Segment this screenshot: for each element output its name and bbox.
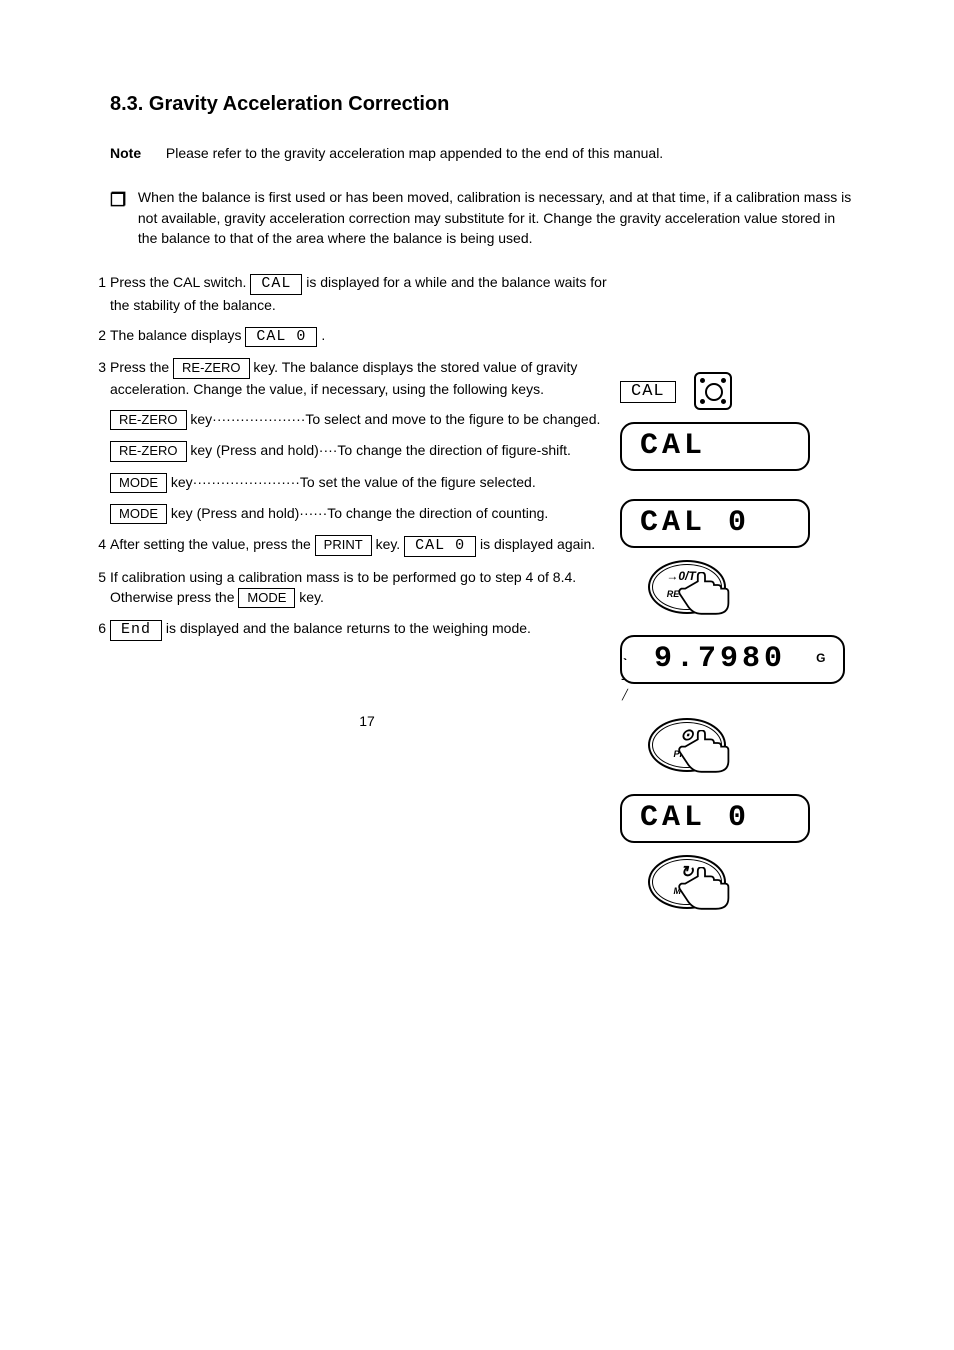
step-number: 4	[86, 534, 106, 554]
text-run: .	[321, 327, 325, 343]
lcd-display: CAL 0	[620, 794, 810, 843]
illustration-column: CAL CAL CAL 0 →0/T← RE-ZERO	[620, 372, 870, 930]
lcd-display: ՝ - ╱ 9.7980 G	[620, 635, 845, 684]
gravity-value: 9.7980	[654, 642, 786, 676]
step-body: RE-ZERO key (Press and hold)····To chang…	[110, 442, 571, 458]
bullet-row: ❐ When the balance is first used or has …	[110, 187, 884, 248]
hand-pointer-icon	[678, 730, 732, 774]
step-key-mode-b: MODE key (Press and hold)······To change…	[110, 503, 610, 524]
side-lcd-cal: CAL	[620, 422, 870, 471]
lcd-inline-cal0: CAL 0	[404, 536, 476, 557]
step-body: The balance displays CAL 0 .	[110, 327, 325, 343]
step-body: MODE key·······················To set th…	[110, 474, 536, 490]
lcd-inline-cal0: CAL 0	[245, 327, 317, 348]
key-rezero: RE-ZERO	[110, 441, 187, 461]
step-4: 4 After setting the value, press the PRI…	[110, 534, 610, 557]
bullet-text: When the balance is first used or has be…	[138, 187, 858, 248]
key-mode: MODE	[238, 588, 295, 608]
step-key-mode-a: MODE key·······················To set th…	[110, 472, 610, 493]
lcd-small-cal: CAL	[620, 381, 676, 404]
step-3: 3 Press the RE-ZERO key. The balance dis…	[110, 357, 610, 399]
text-run: key (Press and hold)······To change the …	[171, 505, 548, 521]
text-run: key.	[299, 589, 324, 605]
text-run: If calibration using a calibration mass …	[110, 569, 576, 605]
note-text: Please refer to the gravity acceleration…	[166, 143, 846, 163]
step-body: After setting the value, press the PRINT…	[110, 536, 595, 552]
note-label: Note	[110, 143, 162, 163]
lcd-display: CAL 0	[620, 499, 810, 548]
key-print: PRINT	[315, 535, 372, 555]
step-body: MODE key (Press and hold)······To change…	[110, 505, 548, 521]
text-run: key (Press and hold)····To change the di…	[190, 442, 571, 458]
step-body: Press the CAL switch. CAL is displayed f…	[110, 274, 607, 313]
text-run: The balance displays	[110, 327, 245, 343]
key-rezero: RE-ZERO	[173, 358, 250, 378]
step-body: RE-ZERO key····················To select…	[110, 411, 600, 427]
hand-pointer-icon	[678, 867, 732, 911]
side-cal-switch-row: CAL	[620, 372, 870, 410]
bullet-symbol-icon: ❐	[110, 187, 134, 213]
steps-column: 1 Press the CAL switch. CAL is displayed…	[110, 272, 610, 641]
step-number: 5	[86, 567, 106, 587]
side-btn-mode: ↻ MODE	[620, 855, 870, 918]
note-row: Note Please refer to the gravity acceler…	[110, 143, 884, 163]
text-run: is displayed and the balance returns to …	[166, 620, 531, 636]
step-number: 6	[86, 618, 106, 638]
text-run: key····················To select and mov…	[190, 411, 600, 427]
text-run: is displayed again.	[480, 536, 595, 552]
step-number: 1	[86, 272, 106, 292]
text-run: After setting the value, press the	[110, 536, 315, 552]
text-run: key·······················To set the val…	[171, 474, 536, 490]
step-key-rezero-a: RE-ZERO key····················To select…	[110, 409, 610, 430]
step-5: 5 If calibration using a calibration mas…	[110, 567, 610, 609]
lcd-display: CAL	[620, 422, 810, 471]
lcd-inline-end: End	[110, 620, 162, 641]
key-mode: MODE	[110, 473, 167, 493]
step-1: 1 Press the CAL switch. CAL is displayed…	[110, 272, 610, 315]
text-run: Press the CAL switch.	[110, 274, 250, 290]
key-mode: MODE	[110, 504, 167, 524]
text-run: key.	[376, 536, 405, 552]
step-6: 6 End is displayed and the balance retur…	[110, 618, 610, 641]
text-run: Press the	[110, 359, 173, 375]
hand-pointer-icon	[678, 572, 732, 616]
side-lcd-cal0: CAL 0	[620, 499, 870, 548]
step-number: 2	[86, 325, 106, 345]
side-btn-rezero: →0/T← RE-ZERO	[620, 560, 870, 623]
section-title: 8.3. Gravity Acceleration Correction	[110, 90, 884, 119]
side-lcd-cal0-b: CAL 0	[620, 794, 870, 843]
step-body: If calibration using a calibration mass …	[110, 569, 576, 605]
key-rezero: RE-ZERO	[110, 410, 187, 430]
cal-switch-icon	[694, 372, 732, 410]
step-key-rezero-b: RE-ZERO key (Press and hold)····To chang…	[110, 440, 610, 461]
step-2: 2 The balance displays CAL 0 .	[110, 325, 610, 348]
gravity-unit: G	[816, 652, 825, 665]
step-body: Press the RE-ZERO key. The balance displ…	[110, 359, 577, 396]
side-lcd-gravity: ՝ - ╱ 9.7980 G	[620, 635, 870, 684]
page-number: 17	[0, 711, 844, 731]
step-number: 3	[86, 357, 106, 377]
step-body: End is displayed and the balance returns…	[110, 620, 531, 636]
lcd-inline-cal: CAL	[250, 274, 302, 295]
